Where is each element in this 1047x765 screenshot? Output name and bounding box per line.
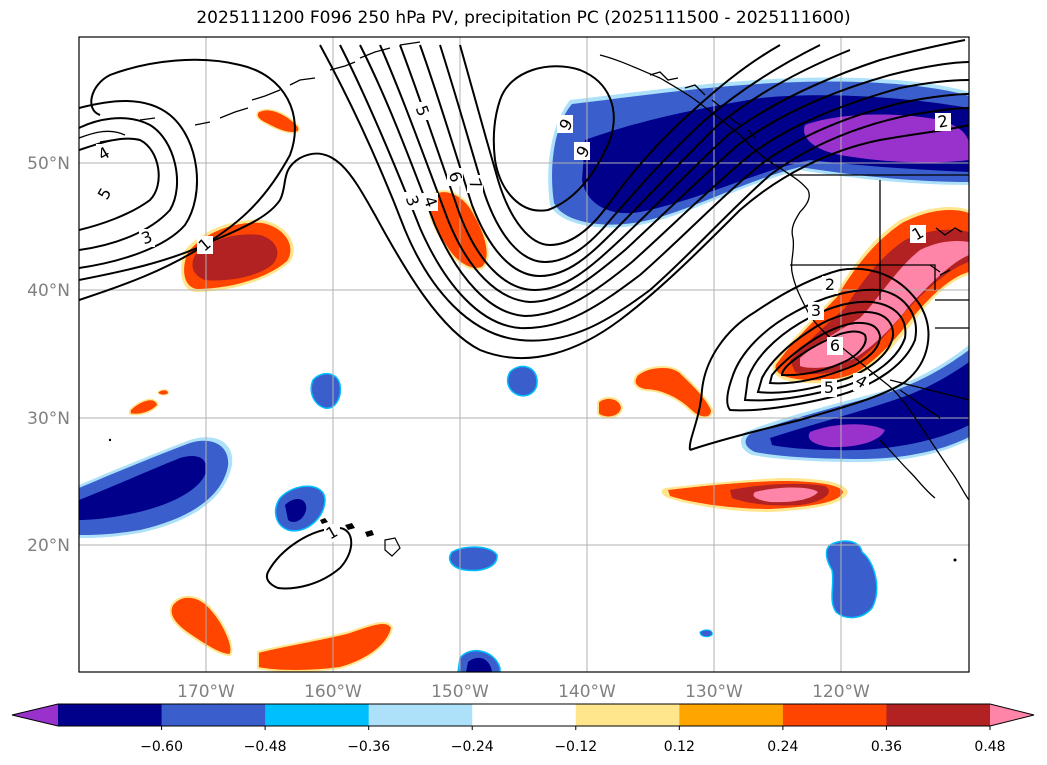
colorbar-tick-label: −0.48 (244, 739, 287, 755)
lon-label-170w: 170°W (177, 682, 235, 702)
colorbar-bin (679, 704, 784, 726)
lat-label-30n: 30°N (27, 409, 70, 429)
colorbar-tick-label: 0.12 (664, 739, 695, 755)
colorbar-bin (265, 704, 370, 726)
map-content: 4 5 3 1 5 6 7 3 4 6 6 2 1 2 (79, 37, 969, 672)
lat-label-40n: 40°N (27, 281, 70, 301)
colorbar-tick-label: 0.36 (871, 739, 902, 755)
colorbar-bin (368, 704, 473, 726)
colorbar-bin (575, 704, 680, 726)
colorbar-bin (782, 704, 887, 726)
contour-label: 2 (936, 111, 949, 131)
colorbar-tick-label: 0.24 (767, 739, 798, 755)
colorbar: −0.60 −0.48 −0.36 −0.24 −0.12 0.12 0.24 0.36 0.4… (11, 703, 1035, 755)
precip-negative-subtropical-east (740, 345, 969, 462)
colorbar-bin (161, 704, 266, 726)
map-frame (78, 36, 970, 673)
colorbar-bin (58, 704, 163, 726)
lat-label-20n: 20°N (27, 536, 70, 556)
contour-labels: 4 5 3 1 5 6 7 3 4 6 6 2 1 2 (94, 102, 951, 543)
contour-label: 5 (824, 378, 834, 397)
colorbar-outline (11, 703, 1035, 727)
lon-label-120w: 120°W (812, 682, 870, 702)
pv-contours (79, 39, 969, 590)
contour-label: 3 (811, 301, 821, 320)
colorbar-extend-left (12, 704, 58, 726)
colorbar-tick-label: −0.12 (554, 739, 597, 755)
precip-positive-hawaii-east (661, 478, 848, 512)
colorbar-bin (886, 704, 991, 726)
lon-label-130w: 130°W (685, 682, 743, 702)
colorbar-tick-label: −0.24 (451, 739, 494, 755)
contour-label: 2 (825, 275, 835, 294)
colorbar-bin (472, 704, 577, 726)
colorbar-tick-label: 0.48 (974, 739, 1005, 755)
lat-label-50n: 50°N (27, 154, 70, 174)
colorbar-tick-label: −0.60 (140, 739, 183, 755)
colorbar-tick-label: −0.36 (347, 739, 390, 755)
colorbar-extend-right (990, 704, 1034, 726)
contour-label: 6 (830, 336, 840, 355)
lon-label-160w: 160°W (304, 682, 362, 702)
islands (108, 438, 957, 562)
longitude-labels: 170°W 160°W 150°W 140°W 130°W 120°W (177, 682, 870, 702)
precip-negative-west (79, 437, 233, 538)
map-title: 2025111200 F096 250 hPa PV, precipitatio… (196, 8, 851, 28)
lon-label-140w: 140°W (558, 682, 616, 702)
lon-label-150w: 150°W (431, 682, 489, 702)
precip-negative-small (274, 365, 878, 672)
latitude-labels: 50°N 40°N 30°N 20°N (27, 154, 70, 556)
